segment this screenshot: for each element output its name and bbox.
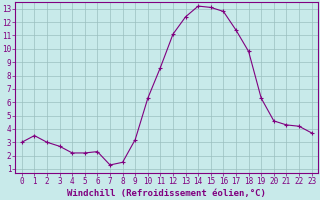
X-axis label: Windchill (Refroidissement éolien,°C): Windchill (Refroidissement éolien,°C) bbox=[67, 189, 266, 198]
